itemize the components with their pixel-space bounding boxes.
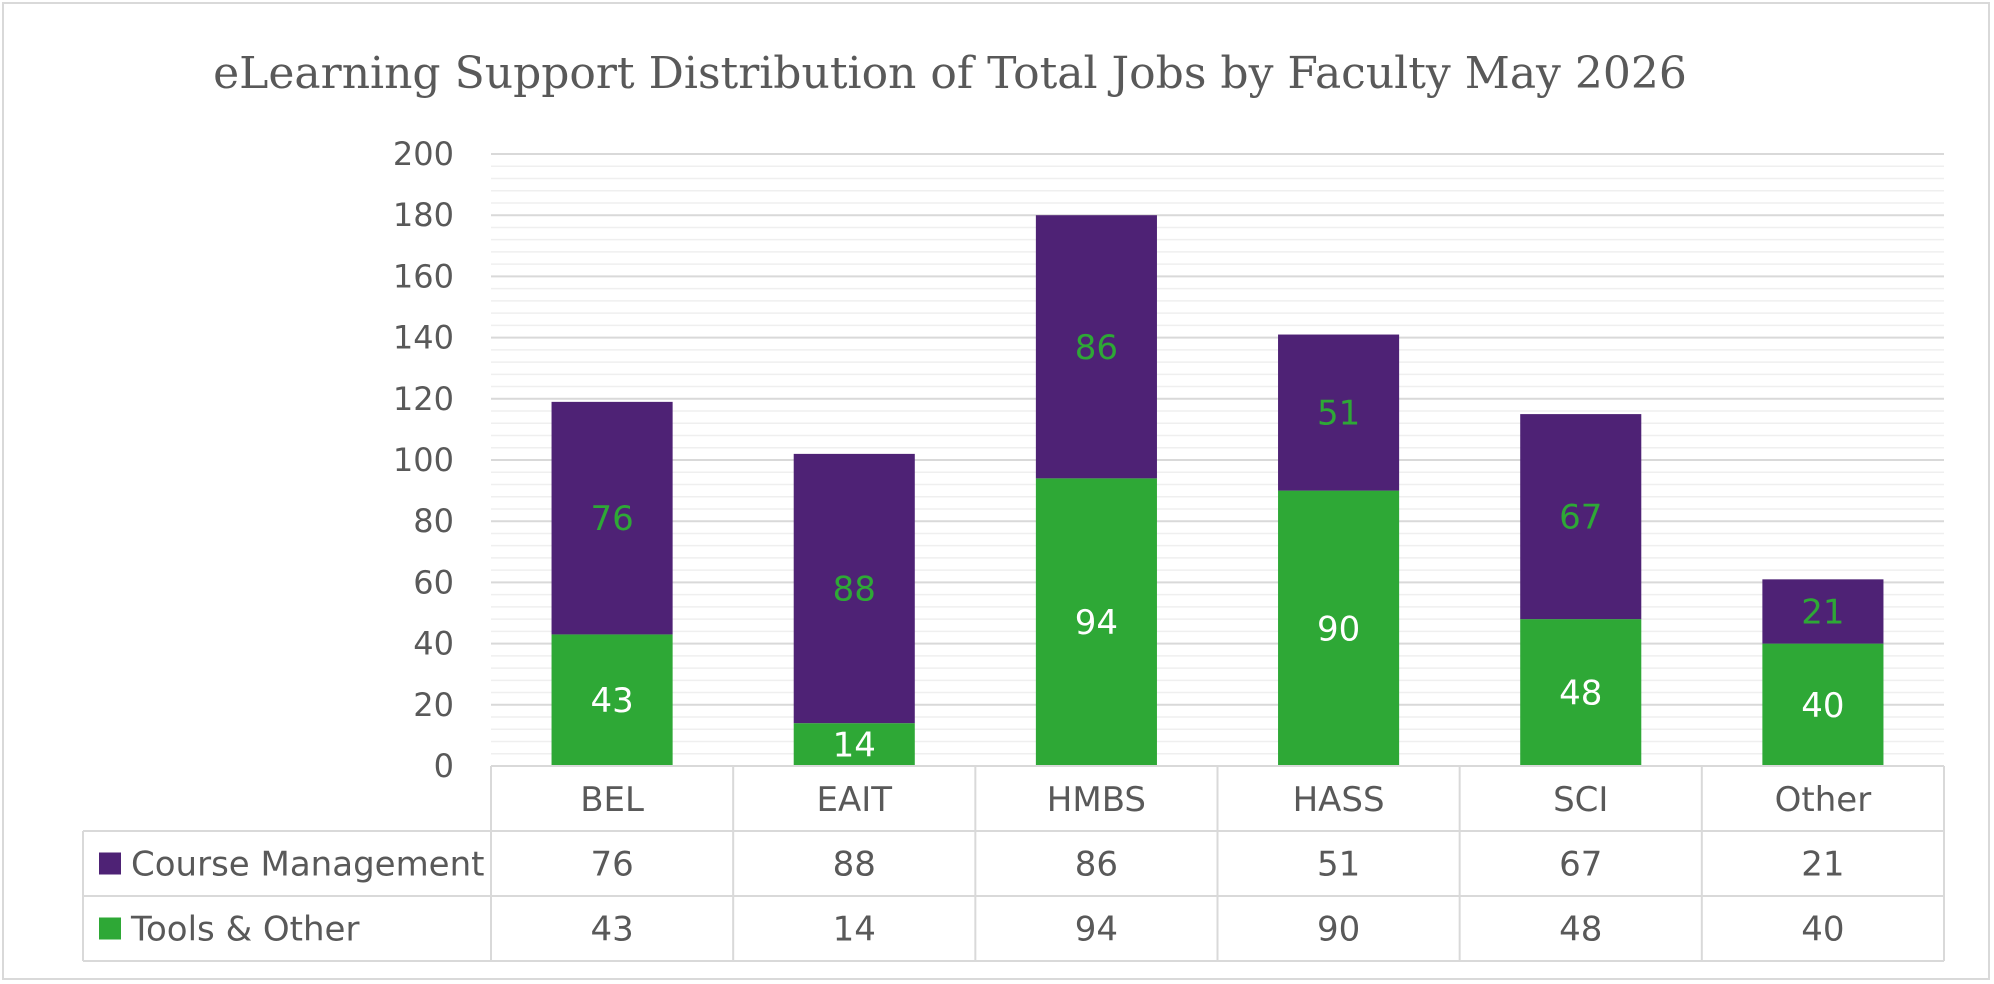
y-tick-label: 160 — [393, 257, 454, 295]
data-label-tools-other: 94 — [1075, 603, 1118, 643]
bar-course-management — [1520, 414, 1642, 620]
gridlines — [491, 153, 1944, 755]
table-cell-value: 67 — [1559, 845, 1602, 885]
y-tick-label: 200 — [393, 135, 454, 173]
data-label-course-management: 51 — [1317, 394, 1360, 434]
bar-course-management — [1035, 215, 1157, 479]
table-cell-value: 90 — [1317, 910, 1360, 950]
data-label-tools-other: 90 — [1317, 609, 1360, 649]
table-cell-value: 51 — [1317, 845, 1360, 885]
category-label: BEL — [580, 780, 644, 820]
legend-key — [99, 852, 121, 875]
data-label-tools-other: 40 — [1801, 686, 1844, 726]
y-axis: 0 20 40 60 80 100 120 140 160 180 200 — [393, 135, 454, 785]
table-cell-value: 76 — [590, 845, 633, 885]
category-label: HASS — [1293, 780, 1385, 820]
data-label-course-management: 21 — [1801, 592, 1844, 632]
bar-course-management — [1278, 334, 1400, 491]
table-cell-value: 94 — [1075, 910, 1118, 950]
category-label: HMBS — [1047, 780, 1146, 820]
bar-tools-other — [1035, 478, 1157, 766]
legend-series-name: Course Management — [131, 845, 484, 885]
category-label: SCI — [1553, 780, 1608, 820]
y-tick-label: 0 — [434, 747, 454, 785]
data-label-course-management: 67 — [1559, 498, 1602, 538]
table-cell-value: 48 — [1559, 910, 1602, 950]
bar-tools-other — [793, 723, 915, 766]
table-cell-value: 14 — [833, 910, 876, 950]
bars: 43 76 14 88 94 86 90 51 48 67 40 21 — [551, 215, 1884, 766]
category-label: EAIT — [816, 780, 892, 820]
legend-series-name: Tools & Other — [130, 910, 359, 950]
data-label-tools-other: 48 — [1559, 674, 1602, 714]
table-cell-value: 88 — [833, 845, 876, 885]
y-tick-label: 120 — [393, 380, 454, 418]
table-cell-value: 86 — [1075, 845, 1118, 885]
bar-course-management — [793, 453, 915, 724]
category-label: Other — [1775, 780, 1872, 820]
bar-course-management — [551, 401, 673, 635]
y-tick-label: 80 — [413, 502, 454, 540]
data-table: BEL EAIT HMBS HASS SCI Other Course Management… — [82, 765, 1945, 962]
data-label-tools-other: 43 — [590, 681, 633, 721]
y-tick-label: 60 — [413, 563, 454, 601]
table-cell-value: 21 — [1801, 845, 1844, 885]
bar-tools-other — [1762, 643, 1884, 766]
data-label-tools-other: 14 — [833, 726, 876, 766]
table-cell-value: 43 — [590, 910, 633, 950]
bar-tools-other — [551, 634, 673, 766]
bar-tools-other — [1520, 619, 1642, 766]
table-cell-value: 40 — [1801, 910, 1844, 950]
y-tick-label: 40 — [413, 625, 454, 663]
y-tick-label: 20 — [413, 686, 454, 724]
data-label-course-management: 88 — [833, 570, 876, 610]
y-tick-label: 100 — [393, 441, 454, 479]
y-tick-label: 140 — [393, 319, 454, 357]
data-label-course-management: 86 — [1075, 328, 1118, 368]
bar-tools-other — [1278, 490, 1400, 766]
y-tick-label: 180 — [393, 196, 454, 234]
bar-course-management — [1762, 579, 1884, 644]
legend-key — [99, 917, 121, 940]
stacked-bar-chart: eLearning Support Distribution of Total … — [82, 48, 1945, 962]
chart-title: eLearning Support Distribution of Total … — [213, 48, 1687, 99]
data-label-course-management: 76 — [590, 499, 633, 539]
